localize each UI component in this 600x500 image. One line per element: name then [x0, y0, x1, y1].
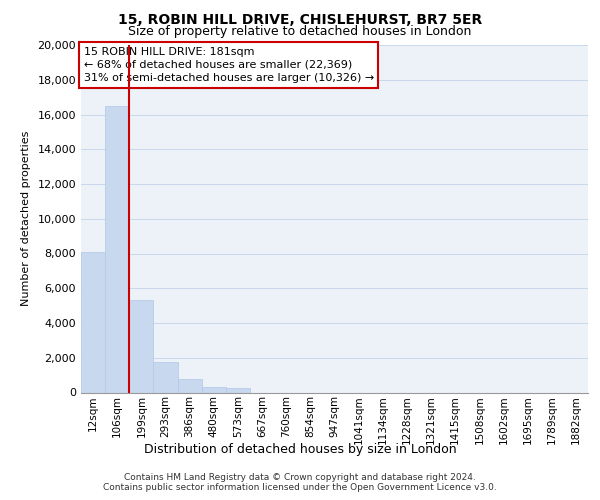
Text: Distribution of detached houses by size in London: Distribution of detached houses by size …: [143, 442, 457, 456]
Bar: [81, 252, 105, 392]
Bar: [129, 300, 154, 392]
Text: Size of property relative to detached houses in London: Size of property relative to detached ho…: [128, 25, 472, 38]
Y-axis label: Number of detached properties: Number of detached properties: [20, 131, 31, 306]
Text: Contains public sector information licensed under the Open Government Licence v3: Contains public sector information licen…: [103, 484, 497, 492]
Bar: [226, 388, 250, 392]
Bar: [202, 388, 226, 392]
Text: Contains HM Land Registry data © Crown copyright and database right 2024.: Contains HM Land Registry data © Crown c…: [124, 472, 476, 482]
Text: 15 ROBIN HILL DRIVE: 181sqm
← 68% of detached houses are smaller (22,369)
31% of: 15 ROBIN HILL DRIVE: 181sqm ← 68% of det…: [83, 46, 374, 83]
Bar: [178, 378, 202, 392]
Bar: [154, 362, 178, 392]
Bar: [105, 106, 129, 393]
Text: 15, ROBIN HILL DRIVE, CHISLEHURST, BR7 5ER: 15, ROBIN HILL DRIVE, CHISLEHURST, BR7 5…: [118, 12, 482, 26]
